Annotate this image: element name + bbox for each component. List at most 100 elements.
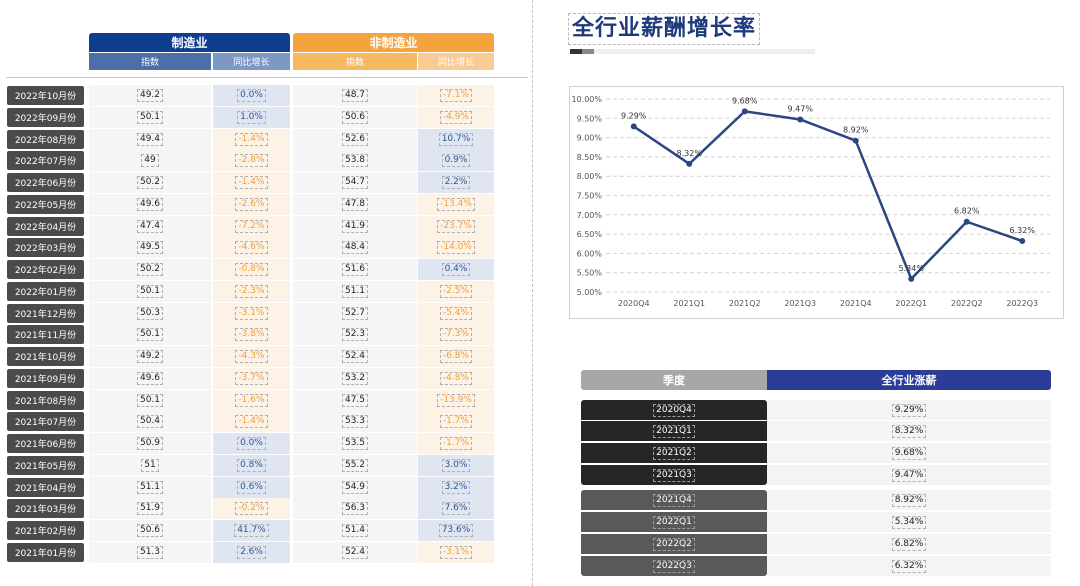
nonmanufacturing-yoy-cell-value: -6.8% [439,350,473,363]
nonmanufacturing-yoy-cell: -13.4% [418,193,494,215]
manufacturing-yoy-cell: 0.6% [213,476,290,498]
manufacturing-yoy-cell-value: 2.6% [237,545,266,559]
manufacturing-index-cell: 50.9 [89,433,211,454]
nonmanufacturing-yoy-cell: -23.7% [418,215,494,237]
manufacturing-yoy-cell-value: -1.4% [235,176,268,189]
manufacturing-yoy-cell: -2.6% [213,193,290,215]
nonmanufacturing-yoy-cell-value: -7.1% [439,89,473,102]
table-row: 2021年07月份 50.4 -1.4% 53.3 -1.7% [0,411,530,433]
x-tick-label: 2021Q1 [673,299,705,308]
nonmanufacturing-yoy-cell: 3.2% [418,476,494,498]
y-tick-label: 9.50% [577,114,603,123]
manufacturing-yoy-cell: -4.6% [213,237,290,259]
salary-growth-cell: 9.68% [767,443,1051,463]
month-label: 2022年09月份 [7,107,84,127]
nonmanufacturing-index-cell: 54.9 [293,476,417,498]
nonmanufacturing-yoy-cell: -14.0% [418,237,494,259]
y-tick-label: 8.00% [577,172,603,181]
manufacturing-index-cell: 50.3 [89,302,211,324]
nonmanufacturing-index-cell-value: 47.5 [341,393,369,407]
nonmanufacturing-yoy-cell: -4.8% [418,367,494,389]
table-row: 2022年08月份 49.4 -1.4% 52.6 10.7% [0,128,530,150]
salary-growth-cell: 6.32% [767,556,1051,576]
manufacturing-index-cell: 49.2 [89,85,211,106]
manufacturing-index-cell-value: 51.3 [136,545,164,559]
manufacturing-index-cell: 51 [89,454,211,476]
quarter-cell: 2020Q4 [581,400,767,420]
nonmanufacturing-yoy-cell: 2.2% [418,172,494,193]
salary-growth-cell: 8.92% [767,490,1051,510]
nonmanufacturing-index-cell-value: 52.3 [341,328,369,342]
month-label: 2021年11月份 [7,325,84,345]
nonmanufacturing-yoy-cell: -5.4% [418,302,494,324]
manufacturing-yoy-cell-value: -4.6% [235,241,268,255]
x-tick-label: 2021Q3 [784,299,816,308]
manufacturing-yoy-cell-value: -1.4% [235,132,268,146]
manufacturing-index-cell: 50.2 [89,259,211,280]
table-row: 2021年12月份 50.3 -3.1% 52.7 -5.4% [0,302,530,324]
month-label: 2021年09月份 [7,368,84,388]
nonmanufacturing-index-cell-value: 52.4 [341,350,369,363]
value-column-header: 全行业涨薪 [767,370,1051,390]
nonmanufacturing-header: 非制造业 [293,33,494,52]
salary-growth-value: 5.34% [891,515,927,529]
nonmanufacturing-yoy-cell: 0.4% [418,259,494,280]
manufacturing-index-cell: 50.1 [89,280,211,302]
quarter-cell: 2021Q2 [581,443,767,463]
nonmanufacturing-index-cell: 55.2 [293,454,417,476]
manufacturing-index-cell-value: 49.6 [136,197,164,211]
table-row: 2021年01月份 51.3 2.6% 52.4 -3.1% [0,541,530,563]
table-row: 2022年04月份 47.4 -7.2% 41.9 -23.7% [0,215,530,237]
data-label: 9.47% [788,104,814,113]
manufacturing-yoy-cell: -3.7% [213,367,290,389]
manufacturing-yoy-cell-value: -2.6% [235,197,268,211]
nonmanufacturing-yoy-cell-value: 0.9% [441,154,471,168]
manufacturing-index-cell-value: 50.4 [136,415,164,429]
y-tick-label: 8.50% [577,153,603,162]
nonmanufacturing-index-cell-value: 50.6 [341,110,369,124]
nonmanufacturing-index-cell: 52.4 [293,541,417,563]
table-row: 2021年04月份 51.1 0.6% 54.9 3.2% [0,476,530,498]
manufacturing-yoy-cell-value: -0.8% [235,263,268,276]
manufacturing-index-cell-value: 50.6 [136,524,164,537]
nonmanufacturing-yoy-cell-value: -7.3% [439,328,473,342]
manufacturing-yoy-cell: -7.2% [213,215,290,237]
manufacturing-yoy-cell: 1.0% [213,106,290,128]
nonmanufacturing-index-cell: 41.9 [293,215,417,237]
nonmanufacturing-yoy-cell: 0.9% [418,150,494,172]
nonmanufacturing-index-cell-value: 54.9 [341,480,369,494]
manufacturing-yoy-cell-value: -2.8% [235,154,268,168]
nonmanufacturing-index-cell-value: 47.8 [341,197,369,211]
x-tick-label: 2021Q4 [840,299,872,308]
manufacturing-yoy-cell: -3.8% [213,324,290,346]
month-label: 2022年04月份 [7,216,84,236]
table-row: 2021年05月份 51 0.8% 55.2 3.0% [0,454,530,476]
series-line [633,110,1023,281]
nonmanufacturing-index-cell-value: 53.3 [341,415,369,429]
nonmanufacturing-index-cell-value: 52.4 [341,545,369,559]
manufacturing-yoy-cell: -1.4% [213,172,290,193]
nonmanufacturing-index-cell: 52.6 [293,128,417,150]
manufacturing-index-cell: 51.1 [89,476,211,498]
manufacturing-index-cell-value: 49.2 [136,350,164,363]
salary-growth-value: 6.82% [891,537,927,551]
nonmanufacturing-index-cell: 51.4 [293,520,417,541]
nonmanufacturing-yoy-cell-value: -1.7% [439,415,473,429]
y-tick-label: 5.00% [577,288,603,297]
table-row: 2021Q1 8.32% [581,421,1051,442]
nonmanufacturing-yoy-cell-value: -4.9% [439,110,473,124]
col-label: 季度 [663,374,685,387]
nonmanufacturing-yoy-cell-value: 2.2% [441,176,471,189]
nonmanufacturing-index-cell-value: 52.6 [341,132,369,146]
nonmanufacturing-index-cell-value: 53.8 [341,154,369,168]
y-tick-label: 7.00% [577,211,603,220]
manufacturing-title: 制造业 [171,36,208,50]
table-row: 2022年07月份 49 -2.8% 53.8 0.9% [0,150,530,172]
manufacturing-index-cell-value: 49.2 [136,89,164,102]
month-label: 2021年06月份 [7,434,84,453]
month-label: 2021年07月份 [7,412,84,432]
table-row: 2022Q3 6.32% [581,556,1051,577]
table-row: 2022Q2 6.82% [581,534,1051,555]
nonmanufacturing-yoy-cell-value: 3.0% [441,458,471,472]
manufacturing-index-cell: 49.2 [89,346,211,367]
